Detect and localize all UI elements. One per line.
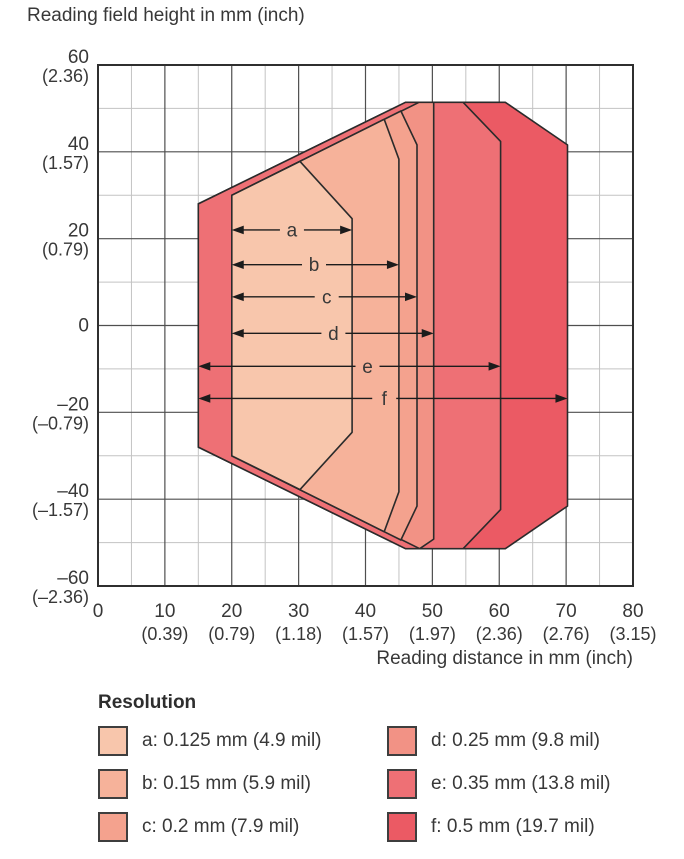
x-tick-inch: (2.36) — [476, 624, 523, 644]
legend-label-c: c: 0.2 mm (7.9 mil) — [142, 816, 300, 837]
y-tick-mm: –40 — [57, 481, 89, 502]
x-tick-inch: (0.39) — [141, 624, 188, 644]
y-tick-inch: (–1.57) — [32, 500, 89, 520]
dimension-arrow-f: f — [198, 389, 568, 410]
legend-swatch-a — [98, 726, 128, 756]
field-region-a — [231, 160, 353, 491]
x-tick-inch: (1.97) — [409, 624, 456, 644]
arrow-label-e: e — [362, 357, 373, 378]
y-tick-mm: 0 — [78, 316, 89, 337]
x-tick-mm: 40 — [355, 601, 376, 622]
y-tick-mm: –60 — [57, 568, 89, 589]
x-tick-mm: 80 — [622, 601, 643, 622]
y-tick-inch: (0.79) — [42, 240, 89, 260]
y-tick-inch: (2.36) — [42, 66, 89, 86]
y-tick-mm: –20 — [57, 394, 89, 415]
x-tick-mm: 0 — [93, 601, 104, 622]
legend-swatch-b — [98, 769, 128, 799]
dimension-arrow-e: e — [198, 357, 501, 378]
x-tick-mm: 20 — [221, 601, 242, 622]
x-tick-inch: (1.57) — [342, 624, 389, 644]
arrow-label-c: c — [322, 287, 332, 308]
arrow-label-a: a — [287, 220, 298, 241]
legend-swatch-d — [387, 726, 417, 756]
y-tick-inch: (–0.79) — [32, 413, 89, 433]
legend-label-e: e: 0.35 mm (13.8 mil) — [431, 773, 611, 794]
y-axis-ticks: 60(2.36)40(1.57)20(0.79)0–20(–0.79)–40(–… — [32, 47, 89, 607]
arrow-label-d: d — [328, 324, 339, 345]
x-tick-mm: 70 — [556, 601, 577, 622]
plot-border — [97, 64, 634, 587]
x-tick-inch: (0.79) — [208, 624, 255, 644]
y-tick-inch: (–2.36) — [32, 587, 89, 607]
legend: Resolution a: 0.125 mm (4.9 mil) b: 0.15 … — [0, 690, 684, 855]
x-axis-ticks: 0 10(0.39) 20(0.79) 30(1.18) 40(1.57) 50(1.97… — [93, 601, 657, 644]
legend-heading: Resolution — [98, 692, 197, 713]
y-tick-mm: 20 — [68, 221, 89, 242]
arrow-label-b: b — [309, 255, 320, 276]
dimension-arrow-c: c — [231, 287, 417, 308]
x-tick-inch: (3.15) — [609, 624, 656, 644]
dimension-arrow-b: b — [231, 255, 399, 276]
legend-label-f: f: 0.5 mm (19.7 mil) — [431, 816, 595, 837]
x-tick-inch: (2.76) — [543, 624, 590, 644]
x-tick-mm: 50 — [422, 601, 443, 622]
dimension-arrow-d: d — [231, 324, 434, 345]
y-tick-mm: 40 — [68, 134, 89, 155]
x-tick-mm: 30 — [288, 601, 309, 622]
legend-label-d: d: 0.25 mm (9.8 mil) — [431, 730, 600, 751]
x-tick-mm: 10 — [154, 601, 175, 622]
legend-swatch-c — [98, 812, 128, 842]
legend-swatch-e — [387, 769, 417, 799]
arrow-label-f: f — [382, 389, 388, 410]
x-axis-title: Reading distance in mm (inch) — [376, 648, 633, 669]
y-tick-inch: (1.57) — [42, 153, 89, 173]
legend-label-b: b: 0.15 mm (5.9 mil) — [142, 773, 311, 794]
legend-label-a: a: 0.125 mm (4.9 mil) — [142, 730, 322, 751]
field-regions — [197, 101, 569, 550]
x-tick-mm: 60 — [489, 601, 510, 622]
y-axis-title: Reading field height in mm (inch) — [27, 5, 305, 26]
legend-swatch-f — [387, 812, 417, 842]
x-tick-inch: (1.18) — [275, 624, 322, 644]
y-tick-mm: 60 — [68, 47, 89, 68]
dimension-arrow-a: a — [231, 220, 353, 241]
